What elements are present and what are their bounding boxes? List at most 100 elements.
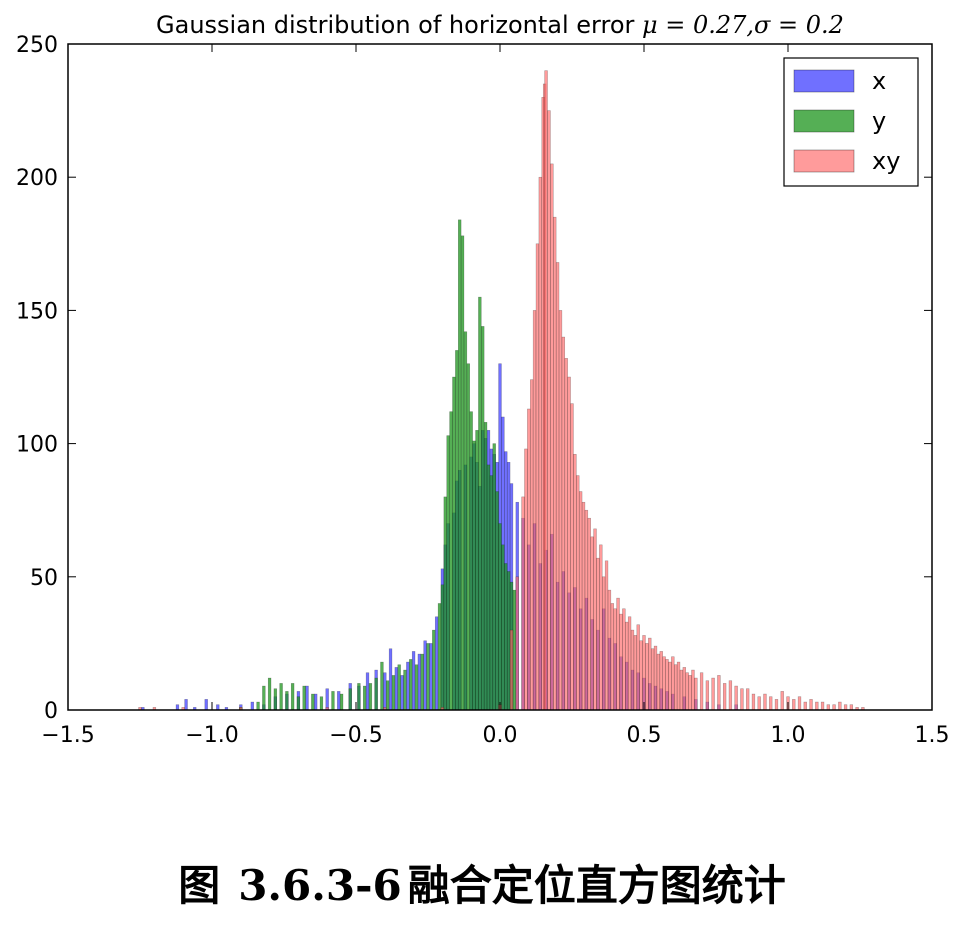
bar-xy-62: [668, 661, 672, 711]
bar-xy-27: [567, 376, 571, 711]
bar-x-25: [406, 661, 410, 711]
bar-xy-14: [532, 310, 537, 711]
bar-xy-41: [607, 589, 612, 711]
bar-x-8: [250, 701, 254, 711]
bar-xy-57: [653, 645, 658, 711]
bar-y-47: [489, 475, 494, 711]
legend-swatch-xy: [793, 149, 855, 173]
bar-xy-43: [613, 608, 617, 711]
bar-y-11: [319, 696, 324, 711]
bar-xy-36: [593, 528, 597, 711]
bar-xy-23: [555, 262, 560, 711]
bar-y-50: [498, 523, 502, 711]
bar-xy-79: [740, 688, 744, 711]
bar-x-29: [429, 643, 433, 711]
bar-y-46: [486, 464, 491, 711]
bar-xy-56: [650, 648, 655, 711]
bar-xy-33: [584, 509, 589, 711]
bar-xy-13: [530, 379, 534, 711]
bar-xy-12: [527, 408, 531, 711]
bar-xy-89: [797, 696, 802, 711]
x-tick-label: −1.0: [185, 723, 238, 748]
bar-xy-30: [576, 475, 580, 711]
y-tick-label: 50: [30, 566, 58, 591]
bar-y-2: [262, 685, 266, 711]
bar-xy-67: [682, 667, 686, 711]
bar-y-39: [466, 363, 470, 711]
bar-xy-44: [616, 597, 620, 711]
figure-caption: 图 3.6.3-6 融合定位直方图统计: [0, 852, 964, 913]
bar-y-15: [357, 683, 361, 711]
bar-y-25: [414, 664, 419, 711]
bar-xy-94: [826, 704, 830, 711]
bar-x-2: [184, 699, 188, 711]
bar-y-42: [475, 430, 479, 711]
bar-xy-49: [630, 629, 635, 711]
bar-xy-22: [553, 216, 557, 711]
bar-xy-84: [769, 696, 773, 711]
bar-y-21: [391, 675, 396, 711]
bar-x-19: [365, 672, 370, 711]
bar-y-23: [403, 669, 407, 711]
bar-xy-97: [843, 704, 848, 711]
x-tick-label: 0.5: [627, 723, 662, 748]
bar-xy-34: [587, 517, 591, 711]
bar-y-37: [460, 235, 465, 711]
bar-y-6: [285, 691, 289, 711]
x-tick-label: 0.0: [483, 723, 518, 748]
bar-y-44: [481, 326, 485, 711]
legend-label-xy: xy: [872, 147, 900, 175]
bars-layer: [138, 70, 865, 711]
bar-y-40: [469, 411, 473, 711]
bar-xy-20: [547, 110, 551, 711]
bar-y-33: [449, 411, 453, 711]
caption-number: 3.6.3-6: [238, 861, 402, 910]
bar-xy-51: [636, 624, 640, 711]
bar-y-31: [443, 496, 447, 711]
bar-y-53: [506, 571, 511, 711]
bar-xy-42: [610, 603, 614, 711]
bar-xy-45: [619, 613, 623, 711]
bar-xy-80: [746, 688, 750, 711]
bar-xy-66: [679, 669, 684, 711]
bar-y-13: [339, 693, 344, 711]
bar-y-10: [311, 693, 315, 711]
bar-y-38: [463, 331, 468, 711]
bar-xy-90: [803, 701, 807, 711]
bar-xy-37: [596, 557, 600, 711]
bar-xy-48: [627, 616, 632, 711]
bar-x-28: [423, 640, 427, 711]
caption-prefix: 图: [178, 861, 221, 910]
bar-x-24: [400, 675, 404, 711]
bar-x-22: [388, 648, 393, 711]
legend: xy xy: [783, 57, 919, 187]
bar-y-16: [362, 685, 367, 711]
bar-xy-63: [671, 656, 675, 711]
bar-y-29: [437, 603, 442, 711]
bar-x-5: [216, 704, 220, 711]
x-tick-label: −1.5: [41, 723, 94, 748]
bar-y-20: [386, 680, 390, 711]
bar-xy-31: [578, 491, 583, 711]
bar-y-41: [472, 440, 476, 711]
x-tick-label: −0.5: [329, 723, 382, 748]
bar-xy-21: [550, 163, 554, 711]
bar-y-28: [432, 629, 436, 711]
y-tick-label: 100: [16, 433, 58, 458]
bar-xy-72: [699, 672, 704, 711]
bar-xy-70: [691, 669, 695, 711]
bar-xy-73: [705, 680, 710, 711]
legend-swatch-x: [793, 69, 855, 93]
bar-y-24: [409, 659, 413, 711]
bar-xy-25: [561, 336, 566, 711]
bar-y-22: [397, 664, 401, 711]
bar-xy-10: [521, 496, 525, 711]
x-axis: −1.5 −1.0 −0.5 0.0 0.5 1.0 1.5: [41, 44, 950, 748]
bar-y-34: [452, 376, 456, 711]
bar-x-1: [175, 704, 180, 711]
legend-swatch-y: [793, 109, 855, 133]
bar-x-16: [337, 691, 341, 711]
bar-xy-77: [728, 680, 733, 711]
bar-xy-24: [558, 310, 563, 711]
bar-y-19: [380, 661, 384, 711]
